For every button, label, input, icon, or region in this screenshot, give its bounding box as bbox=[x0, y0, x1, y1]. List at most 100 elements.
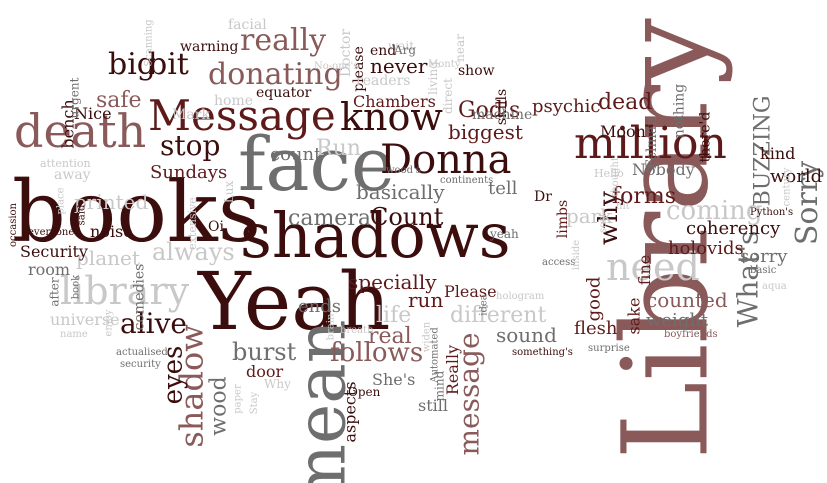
word: basically bbox=[356, 180, 445, 204]
word: inside bbox=[571, 239, 583, 271]
word: follows bbox=[330, 338, 424, 368]
word: comedies bbox=[131, 263, 148, 331]
word: Nobody bbox=[632, 160, 695, 179]
word: Oi bbox=[208, 219, 224, 235]
word: door bbox=[246, 362, 284, 381]
word: coherency bbox=[686, 218, 781, 239]
word: alive bbox=[120, 307, 187, 340]
word: said bbox=[76, 204, 88, 226]
word: wait bbox=[388, 39, 415, 53]
word: place bbox=[55, 187, 67, 215]
word: God's bbox=[458, 98, 521, 123]
word: donating bbox=[208, 57, 343, 92]
word: death bbox=[14, 104, 147, 158]
word: urgent bbox=[67, 77, 82, 119]
word: home bbox=[214, 93, 254, 109]
word: specially bbox=[348, 270, 437, 294]
word: Sundays bbox=[150, 162, 228, 183]
word: Mark bbox=[172, 107, 210, 123]
word: sound bbox=[496, 323, 557, 347]
word: Yeah bbox=[198, 255, 391, 348]
word: mind bbox=[432, 370, 447, 402]
word: bit bbox=[148, 47, 189, 82]
word: readers bbox=[356, 73, 411, 89]
word: Message bbox=[148, 91, 336, 140]
word: occasion bbox=[7, 203, 19, 247]
word: idea bbox=[478, 294, 490, 316]
word: really bbox=[240, 23, 327, 58]
word: Chambers bbox=[353, 92, 436, 111]
word: everyone bbox=[28, 227, 75, 238]
word: printed bbox=[74, 190, 149, 214]
word: Really bbox=[443, 344, 463, 396]
word: Count bbox=[370, 203, 444, 231]
word: different bbox=[450, 303, 547, 328]
word: book bbox=[70, 274, 82, 300]
word: She's bbox=[372, 370, 416, 389]
word: Scanning bbox=[143, 19, 155, 67]
word: books bbox=[12, 163, 261, 261]
word: need bbox=[606, 245, 700, 289]
word: safe bbox=[96, 88, 142, 113]
word: room bbox=[28, 260, 71, 279]
word: fine bbox=[635, 254, 655, 286]
word: yeah bbox=[490, 227, 519, 241]
word: brain bbox=[325, 313, 337, 341]
word: machine bbox=[472, 107, 533, 123]
word: count bbox=[270, 144, 322, 165]
word: kind bbox=[760, 144, 796, 163]
word: big bbox=[108, 47, 157, 82]
word: security bbox=[120, 359, 161, 370]
word: No-one's bbox=[314, 61, 359, 72]
word: widen bbox=[421, 321, 433, 353]
word: library bbox=[60, 269, 190, 313]
word: shadows bbox=[240, 199, 511, 272]
word: nothing bbox=[671, 83, 688, 139]
word: warning bbox=[180, 39, 239, 55]
word: sort bbox=[597, 213, 609, 233]
word: park bbox=[566, 204, 613, 228]
word: face bbox=[238, 122, 395, 208]
word: universe bbox=[50, 310, 120, 329]
word: show bbox=[458, 63, 495, 79]
word: thought bbox=[609, 157, 621, 197]
word: never bbox=[370, 54, 428, 78]
word: forms bbox=[612, 184, 677, 209]
word: attention bbox=[40, 157, 91, 170]
word: biggest bbox=[448, 120, 523, 144]
word: actualised bbox=[116, 347, 168, 358]
word: paper bbox=[232, 384, 244, 414]
word: wood bbox=[206, 376, 232, 436]
word: enjoy bbox=[103, 309, 115, 337]
word: breath bbox=[340, 325, 374, 336]
word: always bbox=[152, 238, 235, 266]
word: counted bbox=[646, 288, 728, 312]
word: planet bbox=[76, 246, 140, 270]
word: aqua bbox=[762, 281, 787, 292]
word: good bbox=[583, 276, 605, 322]
word: hologram bbox=[496, 291, 545, 302]
word: near bbox=[452, 34, 467, 62]
word: equator bbox=[256, 85, 312, 101]
word: holovids bbox=[668, 238, 744, 259]
word: sorry bbox=[740, 246, 788, 267]
word: life bbox=[376, 303, 412, 328]
word: psychic bbox=[532, 96, 601, 117]
word: dead bbox=[598, 90, 653, 115]
word: limbs bbox=[555, 199, 572, 239]
word: wood's bbox=[386, 165, 421, 176]
word: ends bbox=[298, 296, 342, 317]
word: surprise bbox=[588, 343, 630, 354]
word: world bbox=[770, 166, 823, 187]
word: Hello bbox=[594, 167, 624, 180]
word: continents bbox=[440, 175, 494, 186]
word: Python's bbox=[750, 207, 794, 218]
word: boyfriends bbox=[664, 329, 718, 340]
word: real bbox=[368, 324, 412, 349]
word: tell bbox=[488, 178, 518, 199]
word: stop bbox=[160, 129, 221, 162]
word: Please bbox=[444, 282, 497, 301]
word: direct bbox=[440, 78, 455, 114]
word: Felman bbox=[644, 116, 661, 170]
